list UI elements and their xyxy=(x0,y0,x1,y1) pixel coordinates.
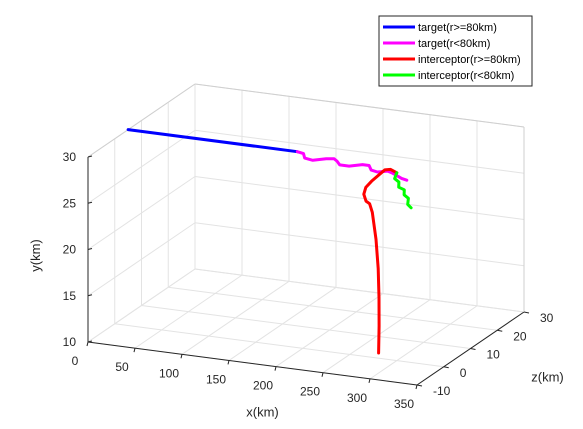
series-line-target-r-80km- xyxy=(126,128,299,154)
z-tick-mark xyxy=(416,384,423,387)
y-axis-label: y(km) xyxy=(28,239,43,272)
floor-grid-line xyxy=(168,286,498,331)
back-grid-line xyxy=(194,129,525,174)
back-grid-line xyxy=(194,176,525,220)
series-line-interceptor-r-80km- xyxy=(393,171,413,210)
z-tick-label: 30 xyxy=(540,311,554,325)
legend-entry: target(r<80km) xyxy=(418,38,490,50)
x-tick-label: 100 xyxy=(159,366,179,380)
z-tick-label: -10 xyxy=(433,384,451,398)
legend: target(r>=80km) target(r<80km) interceptor… xyxy=(378,15,533,87)
x-tick-mark xyxy=(274,366,277,371)
z-tick-label: 0 xyxy=(460,366,467,380)
z-tick-mark xyxy=(523,311,530,314)
floor-grid-line xyxy=(114,323,444,368)
floor-grid-line xyxy=(141,305,471,349)
y-tick-mark xyxy=(87,248,93,250)
x-axis-line xyxy=(87,341,418,386)
x-tick-mark xyxy=(227,360,230,365)
x-tick-mark xyxy=(86,341,89,347)
box-edge xyxy=(87,83,196,158)
series-lines xyxy=(126,128,413,355)
side-grid-line xyxy=(87,129,196,204)
legend-entry: interceptor(r<80km) xyxy=(418,70,514,82)
y-tick-label: 30 xyxy=(63,150,77,164)
x-tick-mark xyxy=(415,384,418,390)
z-axis-label: z(km) xyxy=(531,370,564,385)
y-tick-mark xyxy=(87,294,93,297)
y-tick-mark xyxy=(87,155,93,158)
legend-entry: target(r>=80km) xyxy=(418,22,497,34)
box-edge xyxy=(194,83,525,128)
x-tick-mark xyxy=(133,348,136,353)
y-tick-label: 15 xyxy=(63,289,77,303)
series-line-target-r-80km- xyxy=(295,150,409,182)
x-tick-mark xyxy=(180,354,183,359)
x-tick-label: 250 xyxy=(300,385,320,399)
tick-labels: 0 50 100 150 200 250 300 350 10 15 20 25 30 -10 0 10 20 3… xyxy=(63,150,554,411)
series-line-interceptor-r-80km- xyxy=(362,167,399,355)
y-tick-label: 25 xyxy=(63,196,77,210)
side-grid-line xyxy=(87,222,196,297)
x-tick-label: 50 xyxy=(115,360,129,374)
side-grid-line xyxy=(87,268,196,343)
x-tick-label: 200 xyxy=(253,379,273,393)
y-tick-mark xyxy=(87,340,93,343)
back-grid-line xyxy=(194,222,525,267)
z-tick-mark xyxy=(443,366,449,369)
y-tick-label: 20 xyxy=(63,243,77,257)
grid-lines xyxy=(86,83,530,390)
z-tick-label: 10 xyxy=(487,348,501,362)
z-tick-mark xyxy=(470,348,476,350)
y-tick-label: 10 xyxy=(63,335,77,349)
z-tick-mark xyxy=(497,329,503,332)
legend-entry: interceptor(r>=80km) xyxy=(418,54,521,66)
y-tick-mark xyxy=(87,201,93,204)
x-axis-label: x(km) xyxy=(246,405,279,420)
side-grid-line xyxy=(87,176,196,250)
x-tick-label: 300 xyxy=(347,391,367,405)
x-tick-label: 150 xyxy=(206,372,226,386)
x-tick-mark xyxy=(321,372,324,377)
x-tick-mark xyxy=(368,378,371,383)
z-tick-label: 20 xyxy=(513,329,527,343)
back-grid-line xyxy=(194,268,525,313)
x-tick-label: 0 xyxy=(72,354,79,368)
x-tick-label: 350 xyxy=(394,397,414,411)
